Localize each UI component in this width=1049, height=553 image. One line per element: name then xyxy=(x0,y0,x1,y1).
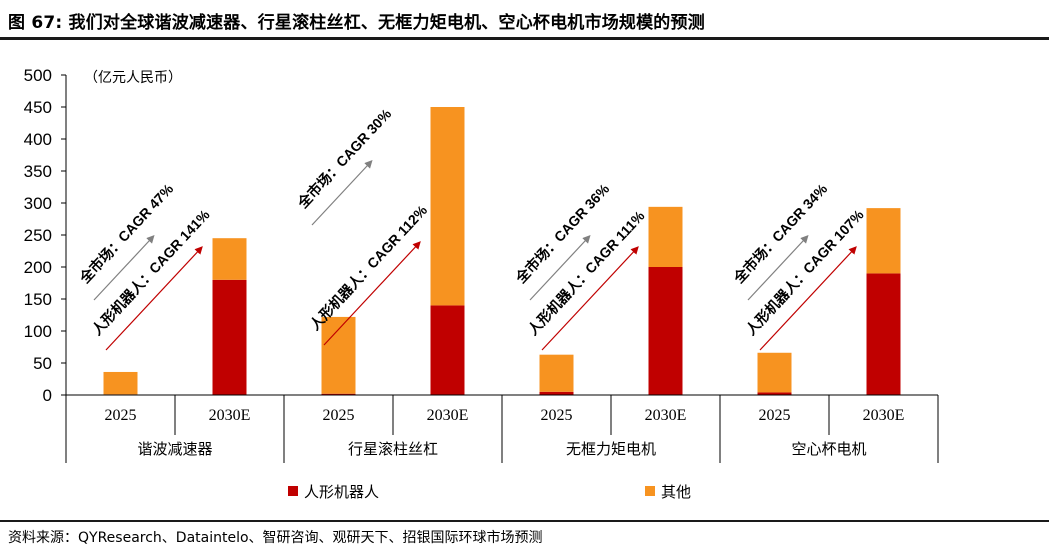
x-category-label: 2030E xyxy=(209,407,251,424)
y-tick-label: 450 xyxy=(24,98,52,117)
market-cagr-label: 全市场：CAGR 30% xyxy=(294,105,395,211)
robot-cagr-arrow xyxy=(759,246,857,351)
bar-segment-robot xyxy=(430,305,465,395)
y-tick-label: 250 xyxy=(24,226,52,245)
bar-segment-robot xyxy=(866,273,901,395)
robot-cagr-label: 人形机器人：CAGR 111% xyxy=(524,207,647,338)
x-category-label: 2025 xyxy=(759,407,791,424)
x-group-label: 行星滚柱丝杠 xyxy=(348,440,438,458)
y-tick-label: 50 xyxy=(33,354,52,373)
top-rule xyxy=(0,37,1049,40)
legend-label: 人形机器人 xyxy=(304,483,379,501)
bottom-rule xyxy=(0,520,1049,522)
x-group-label: 谐波减速器 xyxy=(137,440,212,458)
bar-segment-other xyxy=(539,354,574,392)
market-cagr-arrow xyxy=(529,235,591,301)
y-tick-label: 300 xyxy=(24,194,52,213)
bar-segment-other xyxy=(866,208,901,274)
x-category-label: 2025 xyxy=(541,407,573,424)
y-tick-label: 500 xyxy=(24,66,52,85)
bar-segment-other xyxy=(648,206,683,267)
x-group-label: 空心杯电机 xyxy=(791,440,866,458)
bar-segment-other xyxy=(321,316,356,394)
market-cagr-arrow xyxy=(747,235,809,301)
y-tick-label: 0 xyxy=(43,386,52,405)
bar-segment-robot xyxy=(539,391,574,395)
y-tick-label: 100 xyxy=(24,322,52,341)
bar-segment-other xyxy=(103,371,138,395)
robot-cagr-arrow xyxy=(323,241,421,346)
robot-cagr-label: 人形机器人：CAGR 107% xyxy=(742,206,867,338)
bar-segment-robot xyxy=(757,392,792,395)
bar-segment-robot xyxy=(321,393,356,395)
y-tick-label: 350 xyxy=(24,162,52,181)
x-category-label: 2030E xyxy=(645,407,687,424)
robot-cagr-arrow xyxy=(541,246,639,351)
bar-segment-other xyxy=(430,107,465,306)
y-tick-label: 400 xyxy=(24,130,52,149)
x-category-label: 2030E xyxy=(427,407,469,424)
x-category-label: 2025 xyxy=(323,407,355,424)
stacked-bar-chart: 0 50 100 150 200 250 300 350 400 450 500 （亿元人民币） 202… xyxy=(24,66,939,501)
bar-segment-other xyxy=(212,238,247,280)
market-cagr-arrow xyxy=(93,235,155,301)
source-note: 资料来源：QYResearch、Dataintelo、智研咨询、观研天下、招银国… xyxy=(8,530,543,546)
title-bar: 图 67: 我们对全球谐波减速器、行星滚柱丝杠、无框力矩电机、空心杯电机市场规模… xyxy=(0,0,1049,38)
robot-cagr-label: 人形机器人：CAGR 112% xyxy=(306,202,430,333)
x-category-label: 2025 xyxy=(105,407,137,424)
x-category-label: 2030E xyxy=(863,407,905,424)
legend-swatch xyxy=(288,486,298,496)
bar-segment-robot xyxy=(212,279,247,395)
bar-segment-robot xyxy=(648,267,683,395)
robot-cagr-arrow xyxy=(105,246,203,351)
legend-label: 其他 xyxy=(661,483,691,501)
x-group-label: 无框力矩电机 xyxy=(566,440,656,458)
market-cagr-arrow xyxy=(311,160,373,226)
y-tick-label: 150 xyxy=(24,290,52,309)
y-axis-unit-label: （亿元人民币） xyxy=(84,70,182,86)
bar-segment-other xyxy=(757,352,792,393)
robot-cagr-label: 人形机器人：CAGR 141% xyxy=(88,206,213,338)
legend-swatch xyxy=(645,486,655,496)
y-tick-label: 200 xyxy=(24,258,52,277)
figure-title: 图 67: 我们对全球谐波减速器、行星滚柱丝杠、无框力矩电机、空心杯电机市场规模… xyxy=(8,13,705,33)
